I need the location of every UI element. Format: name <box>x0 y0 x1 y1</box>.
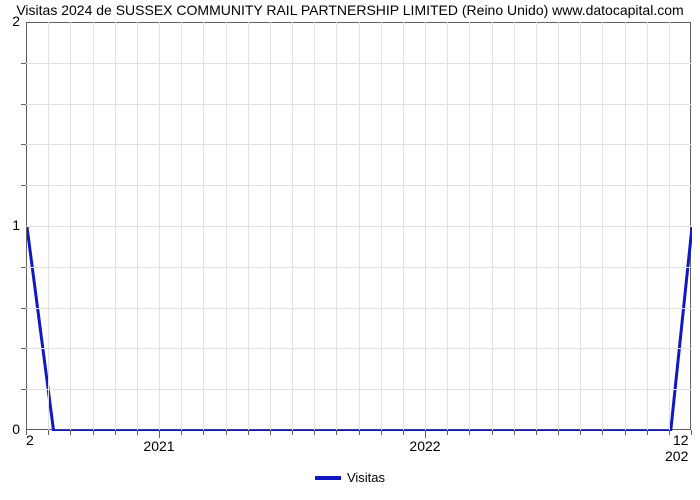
grid-line-v <box>602 22 603 430</box>
grid-line-v <box>314 22 315 430</box>
grid-line-v <box>292 22 293 430</box>
grid-line-v <box>403 22 404 430</box>
grid-line-v <box>492 22 493 430</box>
grid-line-v <box>359 22 360 430</box>
grid-line-v <box>70 22 71 430</box>
x-minor-tick <box>359 430 360 435</box>
line-series <box>27 23 692 431</box>
x-minor-tick <box>558 430 559 435</box>
grid-line-v <box>137 22 138 430</box>
x-minor-tick <box>137 430 138 435</box>
grid-line-v <box>93 22 94 430</box>
x-minor-tick <box>93 430 94 435</box>
x-minor-tick <box>336 430 337 435</box>
secondary-right-label: 12 <box>673 432 689 448</box>
x-minor-tick <box>403 430 404 435</box>
grid-line-v <box>248 22 249 430</box>
x-minor-tick <box>248 430 249 435</box>
x-minor-tick <box>70 430 71 435</box>
y-tick-label: 0 <box>0 421 20 437</box>
x-minor-tick <box>602 430 603 435</box>
grid-line-v <box>381 22 382 430</box>
grid-line-v <box>625 22 626 430</box>
x-minor-tick <box>203 430 204 435</box>
grid-line-v <box>558 22 559 430</box>
x-minor-tick <box>536 430 537 435</box>
grid-line-v <box>336 22 337 430</box>
grid-line-v <box>536 22 537 430</box>
grid-line-v <box>514 22 515 430</box>
grid-line-v <box>647 22 648 430</box>
grid-line-v <box>580 22 581 430</box>
x-major-label: 2022 <box>409 438 440 454</box>
x-minor-tick <box>691 430 692 435</box>
x-minor-tick <box>580 430 581 435</box>
legend: Visitas <box>0 470 700 485</box>
x-minor-tick <box>48 430 49 435</box>
x-minor-tick <box>292 430 293 435</box>
x-minor-tick <box>625 430 626 435</box>
x-major-tick <box>159 430 160 438</box>
grid-line-v <box>115 22 116 430</box>
x-minor-tick <box>647 430 648 435</box>
grid-line-v <box>469 22 470 430</box>
series-line <box>27 227 692 431</box>
x-minor-tick <box>469 430 470 435</box>
grid-line-v <box>425 22 426 430</box>
x-major-label: 2021 <box>143 438 174 454</box>
x-minor-tick <box>492 430 493 435</box>
grid-line-v <box>669 22 670 430</box>
chart-title: Visitas 2024 de SUSSEX COMMUNITY RAIL PA… <box>0 2 700 18</box>
x-minor-tick <box>447 430 448 435</box>
grid-line-v <box>226 22 227 430</box>
grid-line-v <box>159 22 160 430</box>
x-minor-tick <box>270 430 271 435</box>
grid-line-v <box>181 22 182 430</box>
grid-line-v <box>203 22 204 430</box>
y-tick-label: 2 <box>0 13 20 29</box>
x-minor-tick <box>669 430 670 435</box>
x-minor-tick <box>115 430 116 435</box>
x-minor-tick <box>226 430 227 435</box>
x-minor-tick <box>314 430 315 435</box>
x-major-tick <box>425 430 426 438</box>
grid-line-v <box>447 22 448 430</box>
legend-label: Visitas <box>347 470 385 485</box>
x-minor-tick <box>381 430 382 435</box>
secondary-right-sublabel: 202 <box>665 448 688 464</box>
y-tick-label: 1 <box>0 217 20 233</box>
secondary-left-label: 2 <box>26 432 34 448</box>
grid-line-v <box>48 22 49 430</box>
chart-container: Visitas 2024 de SUSSEX COMMUNITY RAIL PA… <box>0 0 700 500</box>
grid-line-v <box>270 22 271 430</box>
legend-swatch <box>315 476 341 480</box>
x-minor-tick <box>181 430 182 435</box>
x-minor-tick <box>514 430 515 435</box>
